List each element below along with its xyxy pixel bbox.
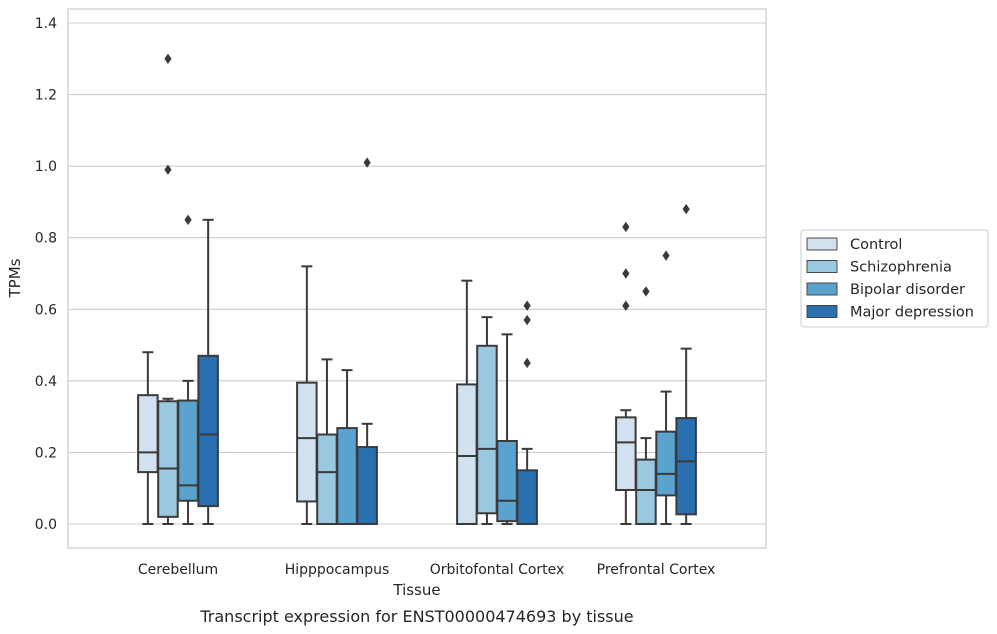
box-major-depression [675, 203, 697, 525]
box-iqr [456, 383, 478, 525]
outlier-point [164, 164, 172, 175]
legend-label: Schizophrenia [850, 260, 952, 276]
legend-entry: Major depression [806, 305, 974, 321]
legend-label: Bipolar disorder [850, 282, 965, 298]
box-iqr [615, 416, 637, 492]
box-iqr [336, 427, 358, 526]
outlier-point [662, 250, 670, 261]
legend-swatch [806, 237, 838, 251]
box-schizophrenia [316, 358, 338, 525]
y-tick-label: 0.2 [35, 445, 57, 461]
outlier-point [622, 268, 630, 279]
outlier-point [622, 221, 630, 233]
box-control [615, 221, 637, 525]
box-iqr [137, 394, 159, 474]
legend-swatch [806, 305, 838, 318]
box-bipolar-disorder [655, 250, 677, 525]
box-iqr [476, 344, 498, 515]
box-major-depression [516, 300, 538, 526]
x-axis-label: Tissue [392, 581, 440, 599]
chart-caption: Transcript expression for ENST0000047469… [199, 607, 633, 626]
outlier-point [642, 286, 650, 297]
y-tick-label: 0.8 [35, 231, 57, 247]
legend-label: Major depression [850, 305, 974, 321]
box-iqr [316, 433, 338, 525]
outlier-point [523, 357, 531, 369]
outlier-point [164, 53, 172, 64]
y-tick-labels: 0.0 0.2 0.4 0.6 0.8 1.0 1.2 1.4 [35, 16, 57, 533]
legend-entry: Control [806, 237, 902, 253]
box-iqr [635, 458, 657, 526]
y-tick-label: 1.2 [35, 88, 57, 104]
box-bipolar-disorder [177, 214, 199, 525]
box-major-depression [197, 218, 219, 525]
y-tick-label: 0.6 [35, 302, 57, 318]
box-major-depression [356, 157, 378, 525]
box-iqr [157, 400, 179, 518]
box-control [137, 351, 159, 525]
outlier-point [622, 300, 630, 311]
legend-swatch [806, 260, 838, 273]
x-tick-label: Prefrontal Cortex [597, 562, 716, 578]
y-tick-label: 0.4 [35, 374, 57, 390]
outlier-point [523, 314, 531, 326]
box-schizophrenia [476, 316, 498, 525]
legend-entry: Schizophrenia [806, 260, 952, 276]
box-iqr [516, 469, 538, 526]
legend-entry: Bipolar disorder [806, 282, 965, 298]
legend-label: Control [850, 237, 902, 253]
box-iqr [356, 446, 378, 525]
box-iqr [675, 417, 697, 516]
x-tick-label: Orbitofontal Cortex [430, 562, 565, 578]
x-tick-label: Cerebellum [138, 562, 218, 578]
x-tick-labels: Cerebellum Hipppocampus Orbitofontal Corte… [138, 562, 715, 578]
y-axis-label: TPMs [6, 258, 24, 298]
outlier-point [184, 214, 192, 226]
legend-swatch [806, 282, 838, 296]
y-tick-label: 0.0 [35, 517, 57, 533]
y-tick-label: 1.0 [35, 159, 57, 175]
outlier-point [523, 300, 531, 311]
outlier-point [363, 157, 371, 168]
box-iqr [496, 439, 518, 523]
boxes-layer [137, 53, 697, 526]
legend: Control Schizophrenia Bipolar disorder Majo… [800, 229, 989, 328]
y-tick-label: 1.4 [35, 16, 57, 32]
box-iqr [197, 354, 219, 508]
box-iqr [655, 430, 677, 497]
box-bipolar-disorder [496, 333, 518, 525]
outlier-point [682, 203, 690, 215]
x-tick-label: Hipppocampus [285, 562, 390, 578]
box-iqr [296, 381, 318, 503]
legend-frame [800, 229, 989, 328]
